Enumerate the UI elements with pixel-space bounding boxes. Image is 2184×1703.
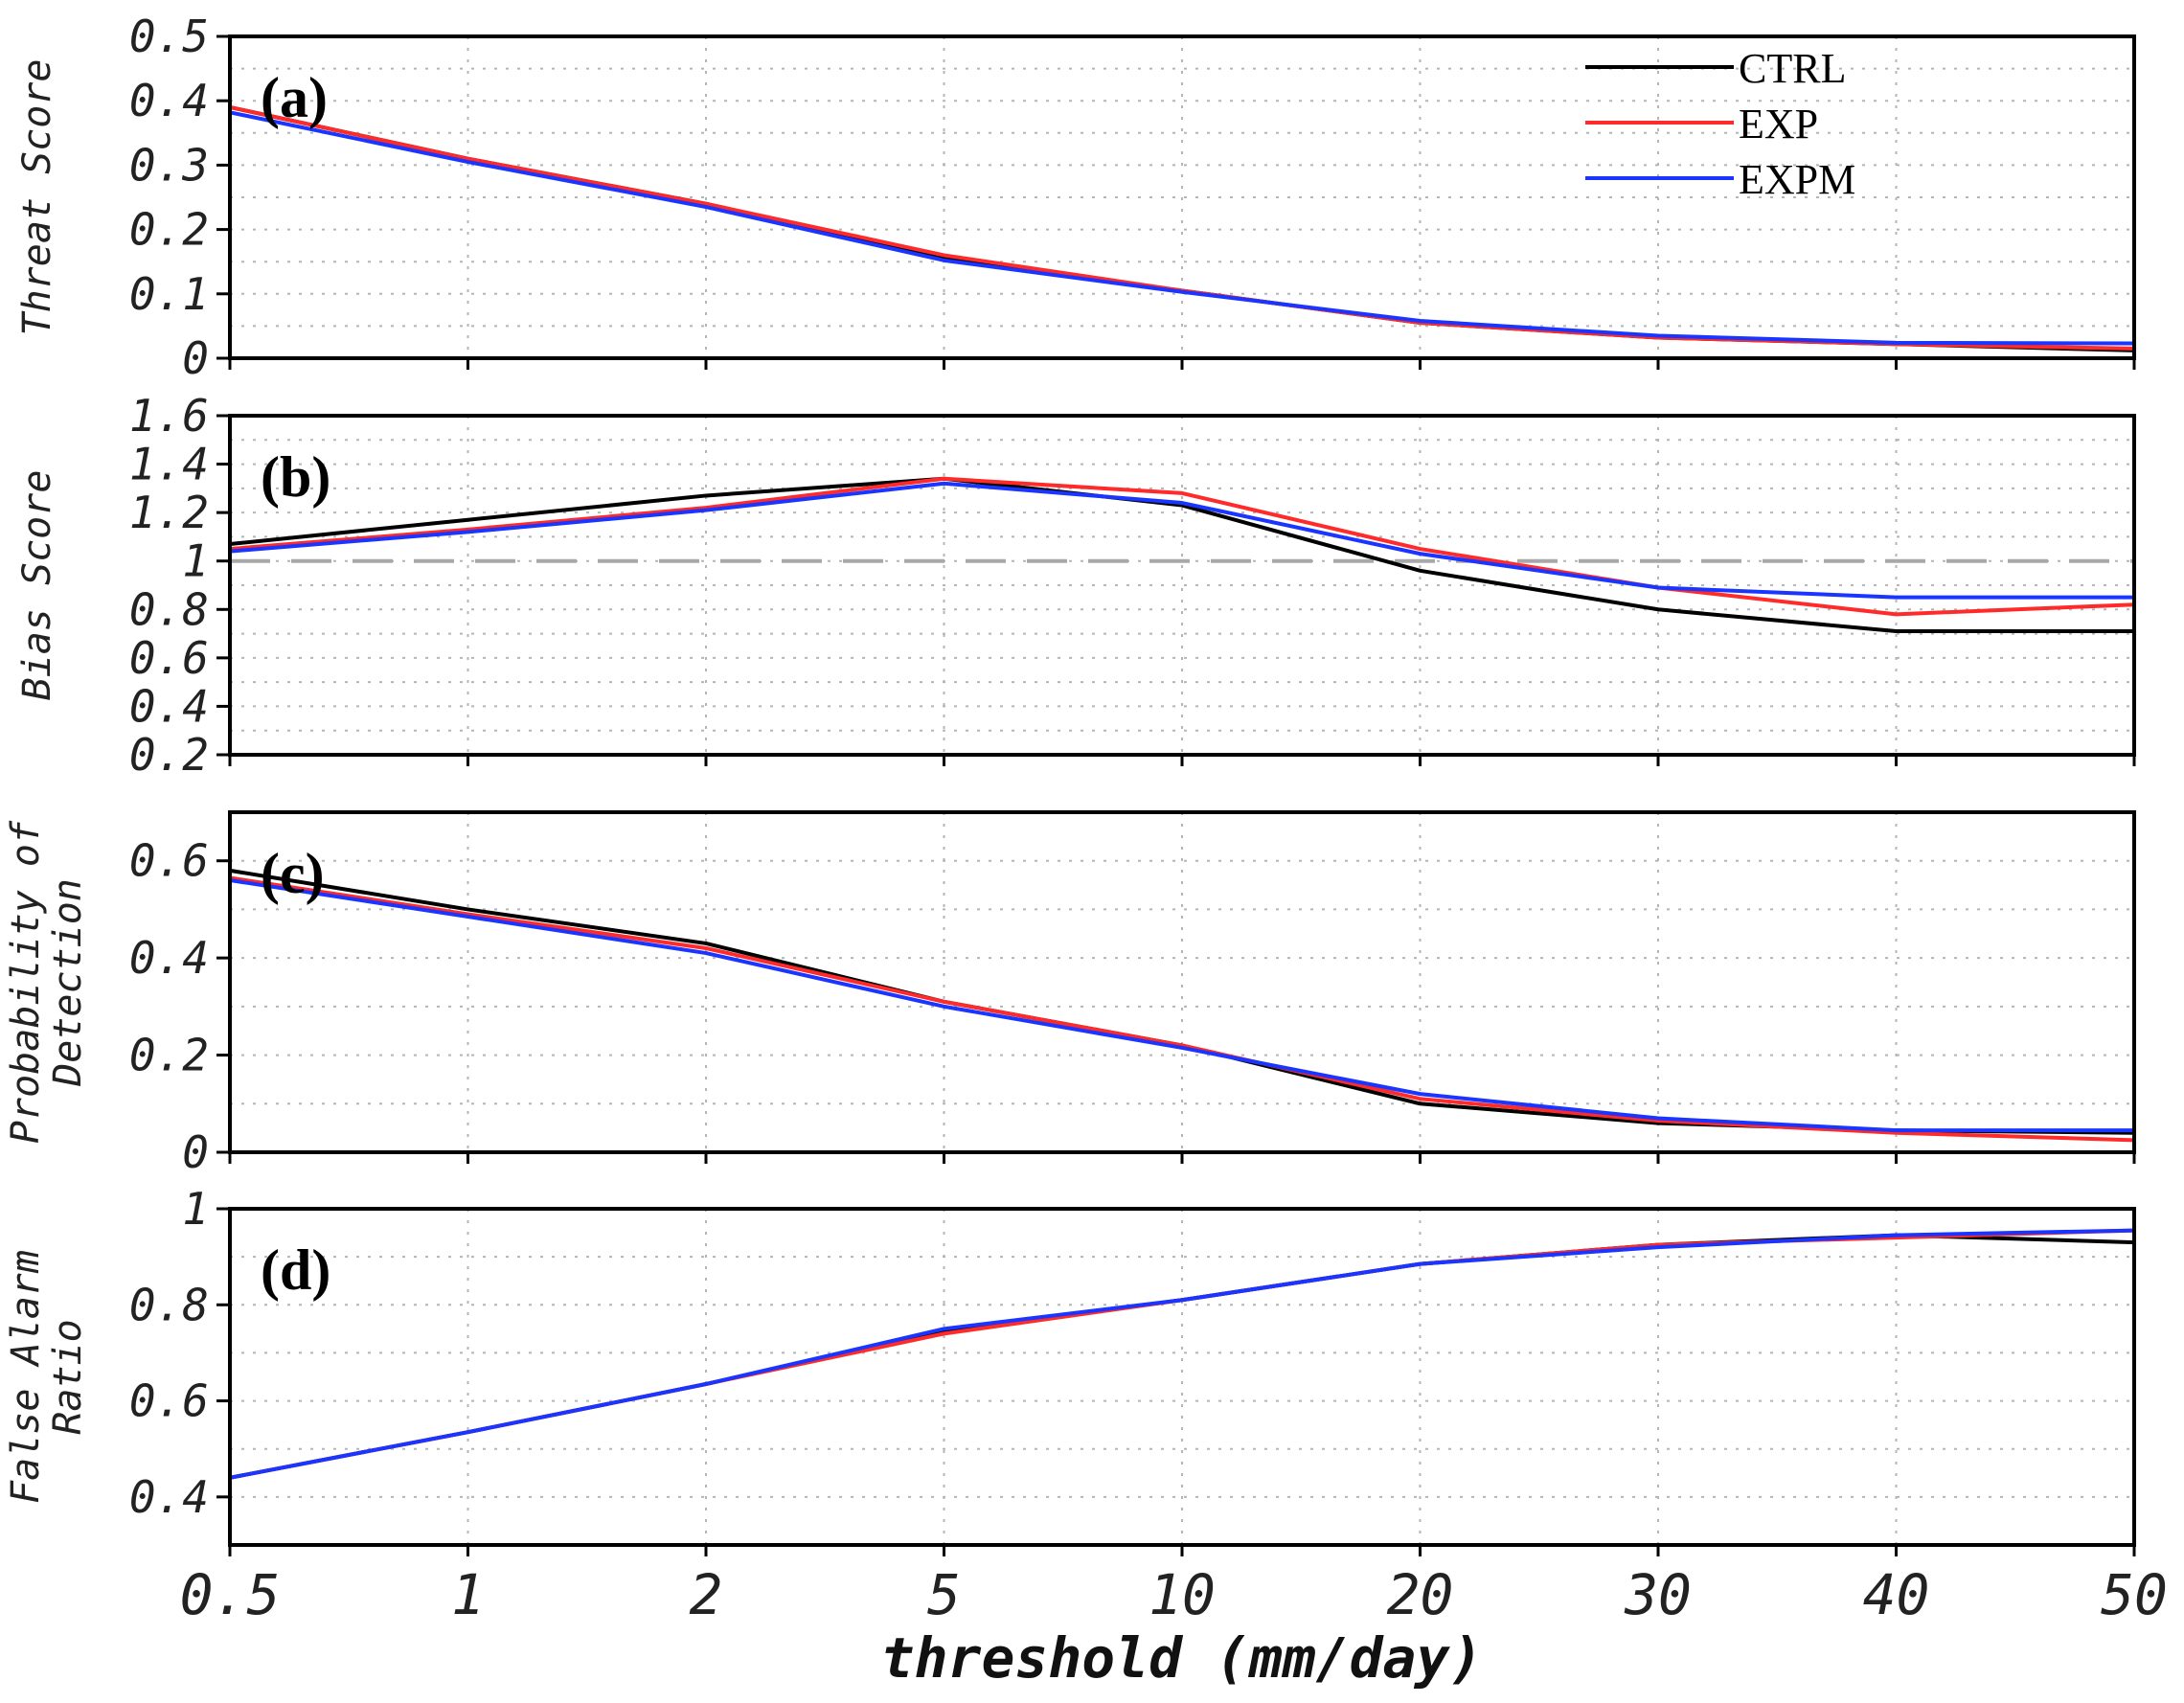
y-tick-label: 0.6	[129, 1375, 209, 1427]
y-tick-label: 0.4	[129, 1471, 209, 1523]
y-tick-label: 0.4	[129, 932, 209, 984]
plot-frame	[228, 414, 2136, 757]
y-tick-label: 0.2	[129, 1030, 209, 1081]
panel-tag: (c)	[261, 842, 325, 905]
y-tick-label: 0.4	[129, 75, 209, 126]
legend-label: EXPM	[1739, 156, 1855, 203]
panel-b: 0.20.40.60.811.21.41.6 Bias Score (b)	[15, 390, 2136, 781]
series-line-ctrl	[229, 868, 2135, 1135]
x-tick-label: 2	[690, 1562, 723, 1627]
y-axis-label: Detection	[46, 878, 90, 1087]
x-tick-label: 1	[451, 1562, 485, 1627]
x-tick-label: 30	[1624, 1562, 1692, 1627]
y-tick-label: 0	[182, 332, 209, 384]
x-tick-label: 10	[1149, 1562, 1216, 1627]
y-tick-label: 0.6	[129, 835, 209, 887]
y-tick-label: 1	[182, 1183, 209, 1235]
y-tick-label: 1	[182, 535, 209, 587]
y-tick-label: 0	[182, 1126, 209, 1178]
x-tick-label: 0.5	[180, 1562, 281, 1627]
panel-tag: (b)	[261, 445, 330, 509]
y-tick-label: 0.4	[129, 680, 209, 732]
x-tick-label: 40	[1863, 1562, 1930, 1627]
x-axis-label: threshold (mm/day)	[881, 1625, 1484, 1691]
series-line-expm	[229, 878, 2134, 1133]
legend-label: CTRL	[1739, 45, 1846, 92]
series-line-expm	[229, 481, 2134, 600]
y-tick-label: 0.5	[129, 11, 209, 62]
y-tick-label: 0.3	[129, 139, 209, 191]
y-tick-label: 1.6	[129, 390, 209, 442]
y-axis-label: Ratio	[46, 1319, 90, 1434]
series-line-exp	[229, 476, 2135, 617]
y-tick-label: 1.4	[129, 439, 209, 490]
y-tick-label: 0.1	[129, 268, 209, 320]
legend: CTRL EXP EXPM	[1585, 45, 1855, 203]
plot-frame	[228, 34, 2136, 360]
y-axis-label: Probability of	[4, 820, 48, 1144]
panel-tag: (a)	[261, 66, 328, 129]
series-line-expm	[229, 1228, 2135, 1480]
plot-frame	[228, 810, 2136, 1154]
series-line-exp	[229, 875, 2135, 1143]
y-tick-label: 0.6	[129, 632, 209, 684]
y-tick-label: 0.2	[129, 729, 209, 781]
panel-tag: (d)	[261, 1238, 330, 1302]
series-line-ctrl	[229, 476, 2134, 634]
x-tick-label: 20	[1387, 1562, 1454, 1627]
y-axis-label: False Alarm	[4, 1250, 48, 1504]
legend-label: EXP	[1739, 101, 1818, 148]
y-axis-label: Threat Score	[15, 59, 59, 336]
y-tick-label: 1.2	[129, 487, 209, 538]
y-tick-label: 0.2	[129, 204, 209, 256]
x-tick-label: 50	[2101, 1562, 2168, 1627]
y-tick-label: 0.8	[129, 583, 209, 635]
series-line-expm	[229, 110, 2135, 346]
x-tick-label: 5	[927, 1562, 961, 1627]
y-tick-label: 0.8	[129, 1279, 209, 1330]
panel-a: 0 0.1 0.2 0.3 0.4 0.5 Threat Score (a)	[15, 11, 2136, 384]
y-axis-label: Bias Score	[15, 470, 59, 701]
plot-frame	[228, 1207, 2136, 1547]
